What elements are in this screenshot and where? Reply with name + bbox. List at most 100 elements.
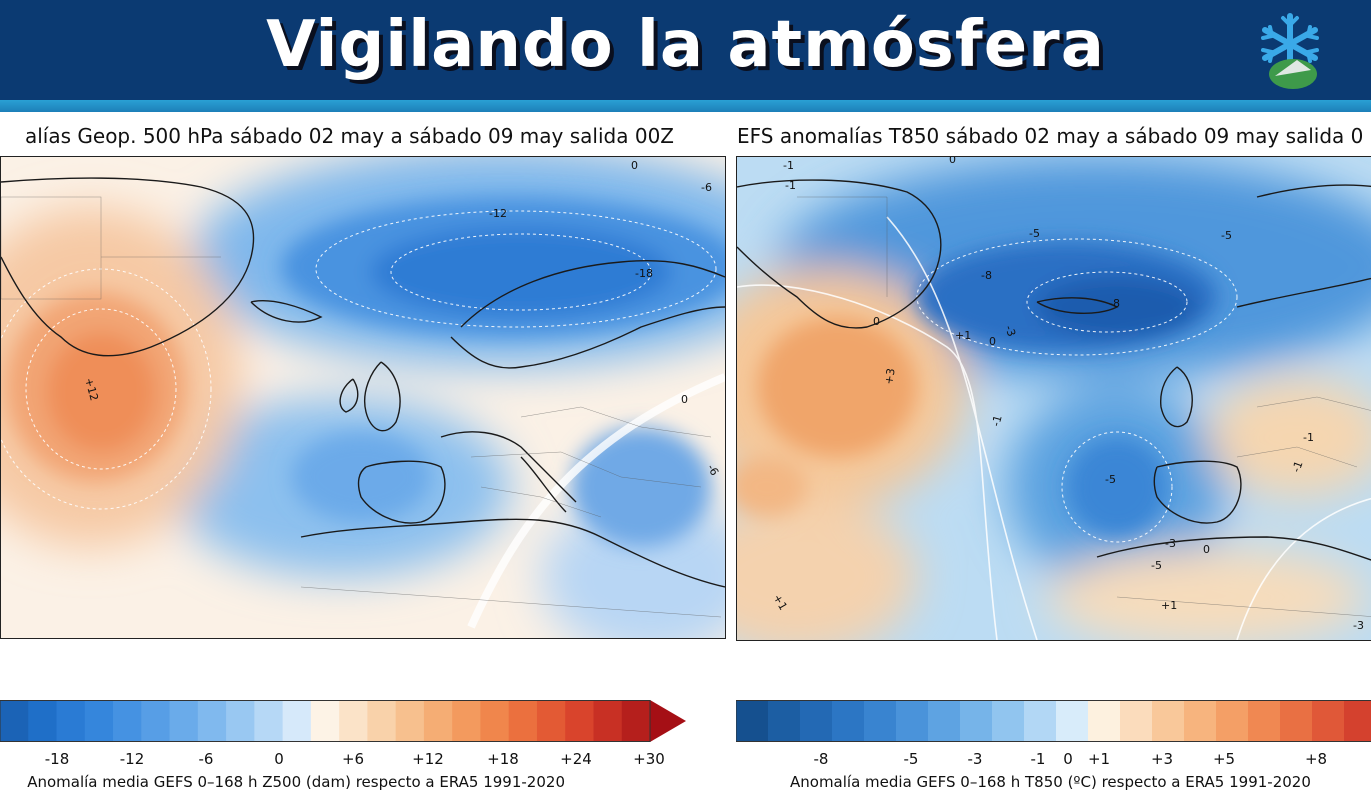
page-title: Vigilando la atmósfera (266, 8, 1105, 82)
header-stripe (0, 100, 1371, 112)
colorbar-tick: +18 (487, 750, 519, 768)
colorbar-swatch (928, 700, 961, 742)
contour-label: -3 (1353, 619, 1364, 632)
contour-label: -3 (1165, 537, 1176, 550)
colorbar-swatch (1056, 700, 1089, 742)
colorbar-swatch (1120, 700, 1153, 742)
colorbar-swatch (1216, 700, 1249, 742)
colorbar-swatch (141, 700, 171, 742)
t850-anomaly-map: -1 -1 0 -5 -5 -8 -8 0 +1 -3 0 +3 -1 -5 -… (736, 156, 1371, 641)
colorbar-swatch (395, 700, 425, 742)
colorbar-tick: -5 (903, 750, 919, 768)
colorbar-tick: +8 (1304, 750, 1328, 768)
colorbar-swatch (736, 700, 769, 742)
contour-label: -1 (1290, 459, 1306, 474)
colorbar-tick: -6 (198, 750, 214, 768)
contour-label: -5 (1151, 559, 1162, 572)
contour-label: -1 (785, 179, 796, 192)
colorbar-extend-arrow (650, 700, 686, 742)
colorbar-swatch (339, 700, 368, 742)
colorbar-swatch (593, 700, 623, 742)
colorbar-swatch (113, 700, 142, 742)
contour-label: -1 (989, 414, 1004, 428)
colorbar-swatch (0, 700, 29, 742)
colorbar-swatch (1024, 700, 1057, 742)
colorbar-swatch (254, 700, 284, 742)
colorbar-swatch (864, 700, 897, 742)
colorbar-swatch (960, 700, 993, 742)
colorbar-swatch (508, 700, 538, 742)
colorbar-swatch (1280, 700, 1313, 742)
colorbar-swatch (56, 700, 86, 742)
colorbar-swatch (1088, 700, 1121, 742)
contour-label: -1 (1303, 431, 1314, 444)
colorbar-swatch (536, 700, 566, 742)
contour-label: 0 (1203, 543, 1210, 556)
colorbar-swatch (896, 700, 929, 742)
t850-colorbar-caption: Anomalía media GEFS 0–168 h T850 (ºC) re… (790, 773, 1311, 791)
colorbar-tick: -12 (119, 750, 145, 768)
contour-label: -6 (701, 181, 712, 194)
colorbar-tick: 0 (274, 750, 284, 768)
contour-label: +3 (882, 367, 898, 385)
contour-label: 0 (989, 335, 996, 348)
contour-label: -1 (783, 159, 794, 172)
colorbar-swatch (480, 700, 510, 742)
contour-label: 0 (873, 315, 880, 328)
colorbar-swatch (282, 700, 312, 742)
colorbar-swatch (367, 700, 397, 742)
t850-colorbar (736, 700, 1371, 742)
z500-colorbar (0, 700, 686, 742)
colorbar-swatch (197, 700, 227, 742)
colorbar-swatch (992, 700, 1025, 742)
right-map-title: EFS anomalías T850 sábado 02 may a sábad… (737, 124, 1364, 148)
colorbar-swatch (169, 700, 199, 742)
colorbar-tick: +6 (341, 750, 365, 768)
contour-label: 0 (631, 159, 638, 172)
left-map-title: alías Geop. 500 hPa sábado 02 may a sába… (24, 124, 674, 148)
colorbar-tick: -3 (967, 750, 983, 768)
contour-label: -5 (1029, 227, 1040, 240)
colorbar-swatch (226, 700, 255, 742)
colorbar-tick: +1 (1087, 750, 1111, 768)
contour-label: +1 (1161, 599, 1177, 612)
colorbar-tick: 0 (1063, 750, 1073, 768)
z500-colorbar-caption: Anomalía media GEFS 0–168 h Z500 (dam) r… (27, 773, 565, 791)
colorbar-tick: -18 (44, 750, 70, 768)
contour-label: +12 (82, 376, 101, 402)
colorbar-swatch (1152, 700, 1185, 742)
colorbar-swatch (423, 700, 453, 742)
colorbar-swatch (1344, 700, 1371, 742)
colorbar-tick: +3 (1150, 750, 1174, 768)
colorbar-swatch (768, 700, 801, 742)
colorbar-swatch (565, 700, 595, 742)
colorbar-swatch (84, 700, 114, 742)
colorbar-swatch (1248, 700, 1281, 742)
colorbar-tick: +30 (633, 750, 665, 768)
colorbar-tick: +24 (560, 750, 592, 768)
snowflake-mountain-icon (1261, 13, 1319, 89)
contour-label: -5 (1105, 473, 1116, 486)
z500-anomaly-map: 0 -6 -12 -18 +12 0 -6 (0, 156, 726, 639)
contour-label: -8 (1109, 297, 1120, 310)
contour-label: -12 (489, 207, 507, 220)
colorbar-swatch (832, 700, 865, 742)
colorbar-tick: +5 (1212, 750, 1236, 768)
contour-label: -8 (981, 269, 992, 282)
contour-label: -18 (635, 267, 653, 280)
contour-label: 0 (681, 393, 688, 406)
colorbar-tick: +12 (412, 750, 444, 768)
contour-label: 0 (949, 157, 956, 166)
colorbar-swatch (452, 700, 482, 742)
contour-label: -5 (1221, 229, 1232, 242)
colorbar-swatch (621, 700, 651, 742)
contour-label: -3 (1002, 324, 1018, 339)
colorbar-swatch (1184, 700, 1217, 742)
contour-label: +1 (955, 329, 971, 342)
header-banner (0, 0, 1371, 100)
colorbar-swatch (28, 700, 58, 742)
colorbar-swatch (800, 700, 833, 742)
colorbar-tick: -1 (1030, 750, 1046, 768)
colorbar-tick: -8 (813, 750, 829, 768)
colorbar-swatch (1312, 700, 1345, 742)
